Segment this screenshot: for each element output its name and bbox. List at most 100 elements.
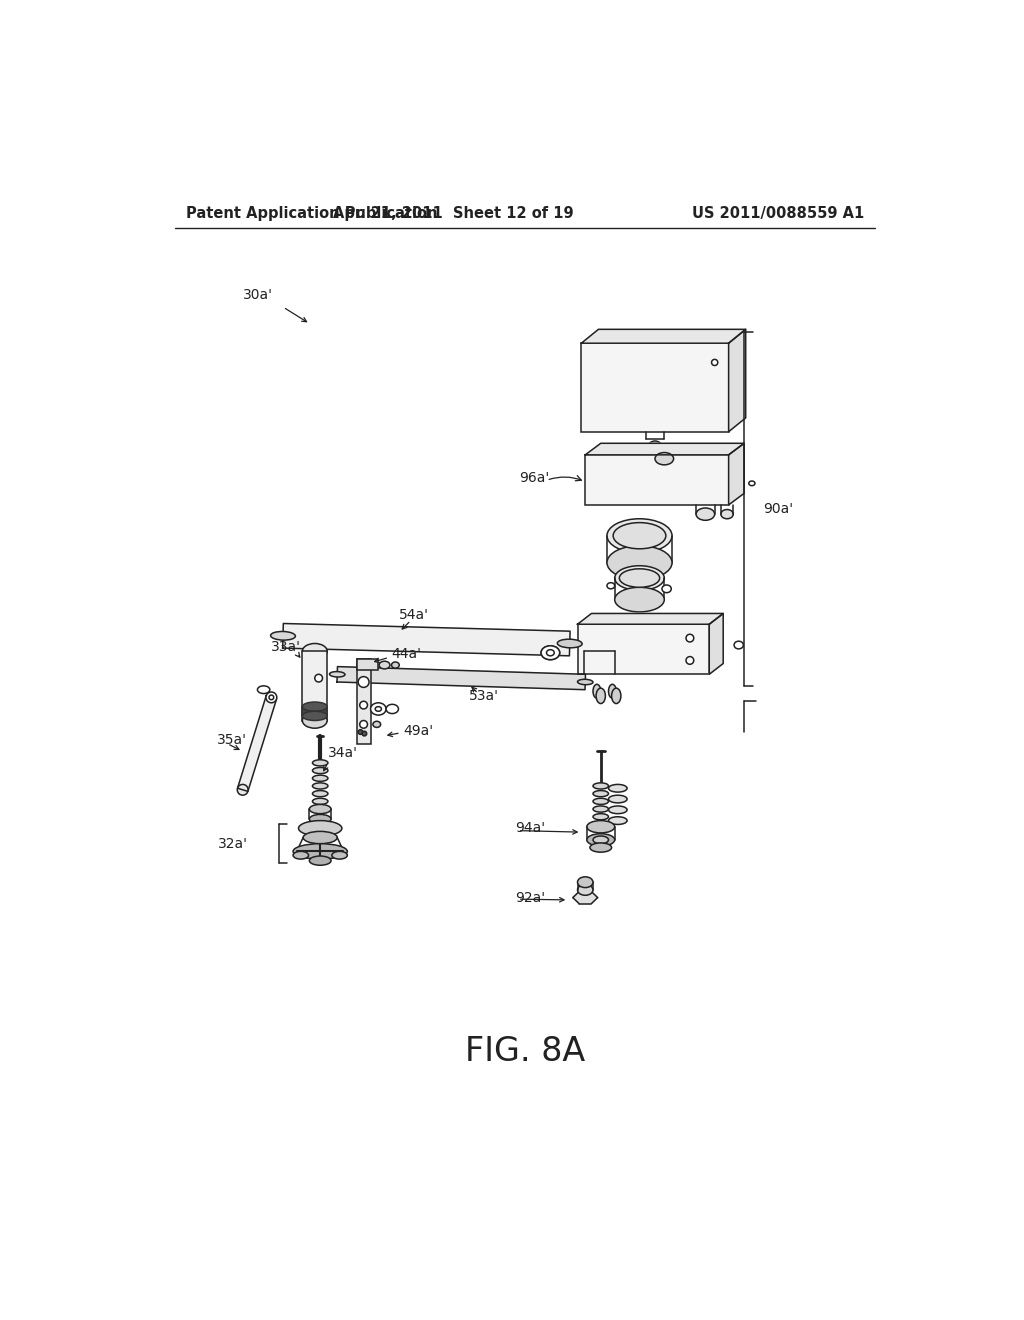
Ellipse shape — [547, 649, 554, 656]
Ellipse shape — [611, 688, 621, 704]
Ellipse shape — [686, 656, 693, 664]
Ellipse shape — [358, 730, 362, 734]
Ellipse shape — [314, 675, 323, 682]
Ellipse shape — [302, 713, 328, 729]
Ellipse shape — [293, 843, 347, 859]
Ellipse shape — [587, 821, 614, 833]
Bar — [302, 706, 328, 715]
Ellipse shape — [312, 783, 328, 789]
Ellipse shape — [257, 686, 270, 693]
Ellipse shape — [359, 721, 368, 729]
Ellipse shape — [607, 519, 672, 553]
Ellipse shape — [270, 631, 295, 640]
Text: 94a': 94a' — [515, 821, 546, 836]
Polygon shape — [586, 444, 744, 455]
Ellipse shape — [593, 791, 608, 797]
Polygon shape — [710, 614, 723, 675]
Ellipse shape — [238, 784, 248, 795]
Bar — [586, 455, 729, 506]
Bar — [356, 659, 371, 743]
Ellipse shape — [332, 851, 347, 859]
Ellipse shape — [608, 817, 627, 825]
Ellipse shape — [358, 677, 369, 688]
Bar — [578, 624, 710, 675]
Ellipse shape — [375, 706, 381, 711]
Ellipse shape — [293, 851, 308, 859]
Ellipse shape — [269, 696, 273, 700]
Text: 30a': 30a' — [243, 289, 272, 302]
Ellipse shape — [607, 582, 614, 589]
Text: Patent Application Publication: Patent Application Publication — [186, 206, 437, 222]
Ellipse shape — [608, 684, 616, 698]
Ellipse shape — [578, 876, 593, 887]
Bar — [582, 343, 729, 432]
Ellipse shape — [662, 585, 672, 593]
Text: 90a': 90a' — [764, 502, 794, 516]
Polygon shape — [578, 614, 723, 624]
Polygon shape — [337, 667, 586, 689]
Ellipse shape — [312, 791, 328, 797]
Ellipse shape — [696, 508, 715, 520]
Ellipse shape — [613, 523, 666, 549]
Bar — [302, 651, 328, 721]
Ellipse shape — [614, 587, 665, 612]
Ellipse shape — [734, 642, 743, 649]
Text: 32a': 32a' — [218, 837, 248, 850]
Text: FIG. 8A: FIG. 8A — [465, 1035, 585, 1068]
Polygon shape — [283, 623, 570, 656]
Ellipse shape — [312, 767, 328, 774]
Ellipse shape — [302, 711, 328, 721]
Ellipse shape — [608, 807, 627, 813]
Ellipse shape — [596, 688, 605, 704]
Ellipse shape — [312, 799, 328, 804]
Ellipse shape — [721, 510, 733, 519]
Ellipse shape — [541, 645, 560, 660]
Ellipse shape — [578, 680, 593, 685]
Text: 44a': 44a' — [391, 647, 422, 660]
Text: US 2011/0088559 A1: US 2011/0088559 A1 — [692, 206, 864, 222]
Ellipse shape — [541, 645, 560, 660]
Text: 53a': 53a' — [469, 689, 499, 702]
Polygon shape — [582, 330, 745, 343]
Ellipse shape — [386, 705, 398, 714]
Ellipse shape — [302, 702, 328, 711]
Ellipse shape — [371, 702, 386, 715]
Ellipse shape — [614, 566, 665, 590]
Ellipse shape — [391, 661, 399, 668]
Ellipse shape — [593, 799, 608, 804]
Ellipse shape — [547, 649, 554, 656]
Ellipse shape — [587, 834, 614, 846]
Ellipse shape — [379, 661, 390, 669]
Text: 34a': 34a' — [328, 746, 358, 760]
Ellipse shape — [373, 721, 381, 727]
Ellipse shape — [608, 795, 627, 803]
Ellipse shape — [578, 884, 593, 895]
Polygon shape — [729, 330, 745, 432]
Ellipse shape — [303, 832, 337, 843]
Text: 49a': 49a' — [403, 723, 433, 738]
Text: 33a': 33a' — [271, 640, 301, 655]
Ellipse shape — [749, 480, 755, 486]
Ellipse shape — [302, 644, 328, 659]
Ellipse shape — [330, 672, 345, 677]
Ellipse shape — [593, 684, 601, 698]
Polygon shape — [238, 696, 276, 792]
Ellipse shape — [593, 783, 608, 789]
Bar — [356, 659, 378, 671]
Ellipse shape — [655, 453, 674, 465]
Ellipse shape — [607, 545, 672, 579]
Ellipse shape — [712, 359, 718, 366]
Text: Apr. 21, 2011  Sheet 12 of 19: Apr. 21, 2011 Sheet 12 of 19 — [333, 206, 573, 222]
Ellipse shape — [359, 701, 368, 709]
Ellipse shape — [309, 814, 331, 824]
Ellipse shape — [620, 569, 659, 587]
Ellipse shape — [312, 775, 328, 781]
Ellipse shape — [309, 855, 331, 866]
Ellipse shape — [312, 760, 328, 766]
Ellipse shape — [362, 731, 367, 737]
Polygon shape — [572, 891, 598, 904]
Ellipse shape — [686, 635, 693, 642]
Polygon shape — [729, 444, 744, 506]
Ellipse shape — [557, 639, 583, 648]
Ellipse shape — [651, 447, 658, 454]
